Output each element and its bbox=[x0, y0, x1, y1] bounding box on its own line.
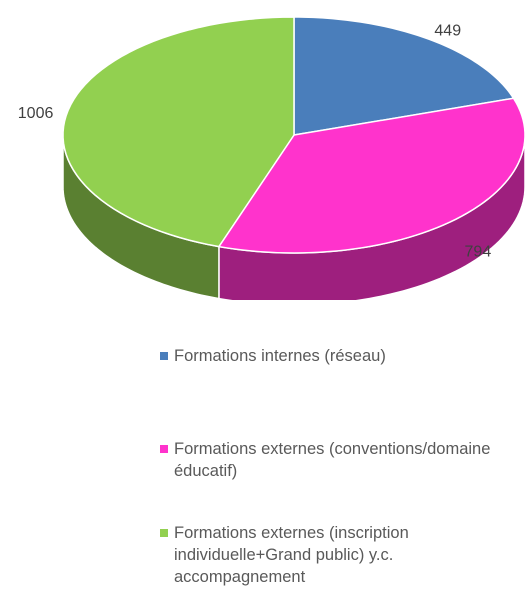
slice bbox=[62, 16, 295, 248]
slice bbox=[293, 16, 515, 136]
legend-entry: Formations externes (inscription individ… bbox=[160, 522, 509, 588]
legend-label: Formations externes (inscription individ… bbox=[174, 524, 409, 586]
legend-swatch bbox=[160, 529, 168, 537]
legend-entry: Formations internes (réseau) bbox=[160, 345, 514, 367]
legend-entry: Formations externes (conventions/domaine… bbox=[160, 438, 504, 482]
slice bbox=[217, 97, 526, 254]
legend-swatch bbox=[160, 445, 168, 453]
data-label: 794 bbox=[465, 243, 492, 260]
data-label: 449 bbox=[434, 23, 461, 40]
legend-swatch bbox=[160, 352, 168, 360]
data-label: 1006 bbox=[18, 105, 54, 122]
legend-label: Formations externes (conventions/domaine… bbox=[174, 440, 491, 480]
pie: 449 794 1006 bbox=[18, 16, 526, 300]
legend-label: Formations internes (réseau) bbox=[174, 347, 386, 365]
